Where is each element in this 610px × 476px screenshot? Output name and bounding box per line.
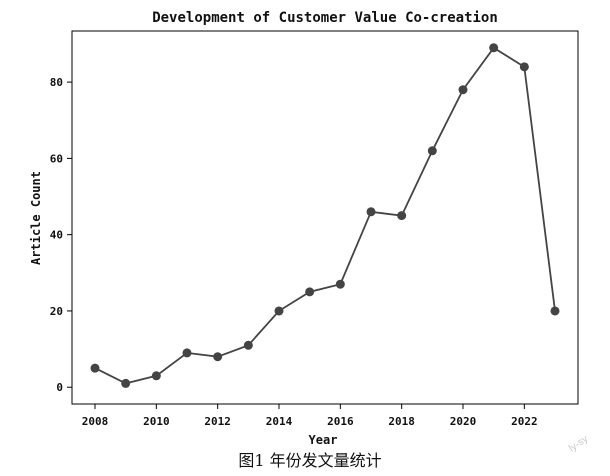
series-line — [94, 46, 556, 385]
data-point-2022 — [519, 62, 529, 72]
data-point-2015 — [305, 287, 315, 297]
data-point-2021 — [489, 43, 499, 53]
data-point-2013 — [243, 340, 253, 350]
data-point-2016 — [335, 279, 345, 289]
y-tick-label: 60 — [50, 152, 63, 165]
y-axis: 0 20 40 60 80 — [50, 76, 72, 394]
x-tick-label: 2022 — [511, 415, 538, 428]
y-tick-label: 80 — [50, 76, 63, 89]
plot-frame — [71, 30, 579, 405]
figure-caption: 图1 年份发文量统计 — [238, 451, 381, 470]
x-tick-label: 2020 — [450, 415, 477, 428]
data-point-2019 — [427, 146, 437, 156]
x-axis: 2008 2010 2012 2014 2016 2018 2020 2022 — [82, 404, 538, 428]
x-tick-label: 2018 — [388, 415, 415, 428]
watermark: ly-sy — [567, 434, 590, 455]
data-point-2018 — [397, 211, 407, 221]
x-tick-label: 2008 — [82, 415, 109, 428]
data-point-2012 — [213, 352, 223, 362]
x-tick-label: 2014 — [266, 415, 293, 428]
data-point-2017 — [366, 207, 376, 217]
series-markers — [90, 43, 560, 388]
chart-title: Development of Customer Value Co-creatio… — [152, 10, 498, 26]
y-tick-label: 20 — [50, 305, 63, 318]
x-axis-label: Year — [309, 433, 338, 447]
data-point-2010 — [151, 371, 161, 381]
x-tick-label: 2012 — [204, 415, 231, 428]
y-axis-label: Article Count — [29, 171, 43, 265]
x-tick-label: 2010 — [143, 415, 170, 428]
data-point-2009 — [121, 378, 131, 388]
x-tick-label: 2016 — [327, 415, 354, 428]
data-point-2014 — [274, 306, 284, 316]
y-tick-label: 0 — [56, 381, 63, 394]
y-tick-label: 40 — [50, 229, 63, 242]
data-point-2023 — [550, 306, 560, 316]
data-point-2020 — [458, 85, 468, 95]
data-point-2008 — [90, 363, 100, 373]
data-point-2011 — [182, 348, 192, 358]
